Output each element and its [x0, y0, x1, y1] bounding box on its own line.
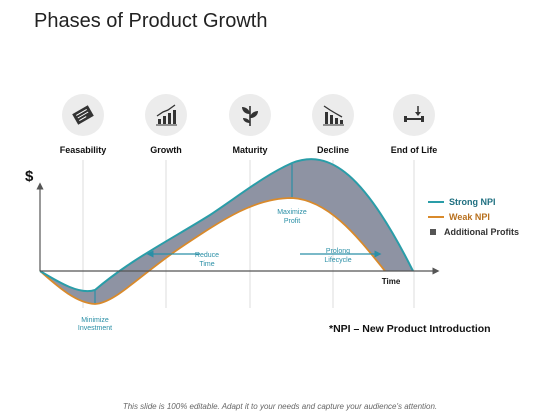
x-axis-label: Time — [382, 277, 401, 286]
legend-swatch — [428, 200, 444, 203]
strong-npi-line — [39, 158, 414, 293]
phase-decline: Decline — [293, 94, 373, 155]
end-of-life-icon — [393, 94, 435, 136]
phase-maturity: Maturity — [210, 94, 290, 155]
legend-label: Additional Profits — [444, 226, 519, 237]
y-axis-symbol: $ — [25, 168, 34, 185]
annotation-reduce-time: Reduce — [195, 252, 219, 259]
legend-item-additional-profits: Additional Profits — [428, 224, 519, 239]
npi-footnote: *NPI – New Product Introduction — [329, 323, 491, 335]
annotation-reduce-time-2: Time — [199, 261, 214, 268]
phase-feasability: Feasability — [43, 94, 123, 155]
annotation-prolong-lifecycle: Prolong — [326, 248, 350, 255]
annotation-maximize-profit: Maximize — [277, 209, 307, 216]
phase-label: Feasability — [59, 145, 107, 155]
decline-chart-icon — [312, 94, 354, 136]
legend-label: Strong NPI — [449, 196, 496, 207]
phase-label: End of Life — [390, 145, 438, 155]
weak-npi-line — [39, 197, 386, 305]
certificate-icon — [62, 94, 104, 136]
phase-growth: Growth — [126, 94, 206, 155]
legend-swatch — [428, 215, 444, 218]
phase-end-of-life: End of Life — [374, 94, 454, 155]
page-title: Phases of Product Growth — [34, 10, 268, 32]
additional-profits-area — [40, 159, 413, 304]
annotation-maximize-profit-2: Profit — [284, 218, 300, 225]
legend-item-strong-npi: Strong NPI — [428, 194, 519, 209]
phase-label: Decline — [316, 145, 349, 155]
legend-swatch — [430, 228, 436, 235]
phase-label: Growth — [150, 145, 182, 155]
phase-label: Maturity — [232, 145, 268, 155]
legend-item-weak-npi: Weak NPI — [428, 209, 519, 224]
annotation-minimize-investment: Minimize — [81, 317, 109, 324]
legend-label: Weak NPI — [449, 211, 490, 222]
growth-bar-chart-icon — [145, 94, 187, 136]
slide-footer: This slide is 100% editable. Adapt it to… — [122, 402, 438, 411]
annotation-minimize-investment-2: Investment — [78, 325, 112, 332]
legend: Strong NPI Weak NPI Additional Profits — [428, 194, 519, 239]
plant-icon — [229, 94, 271, 136]
annotation-prolong-lifecycle-2: Lifecycle — [324, 257, 351, 264]
